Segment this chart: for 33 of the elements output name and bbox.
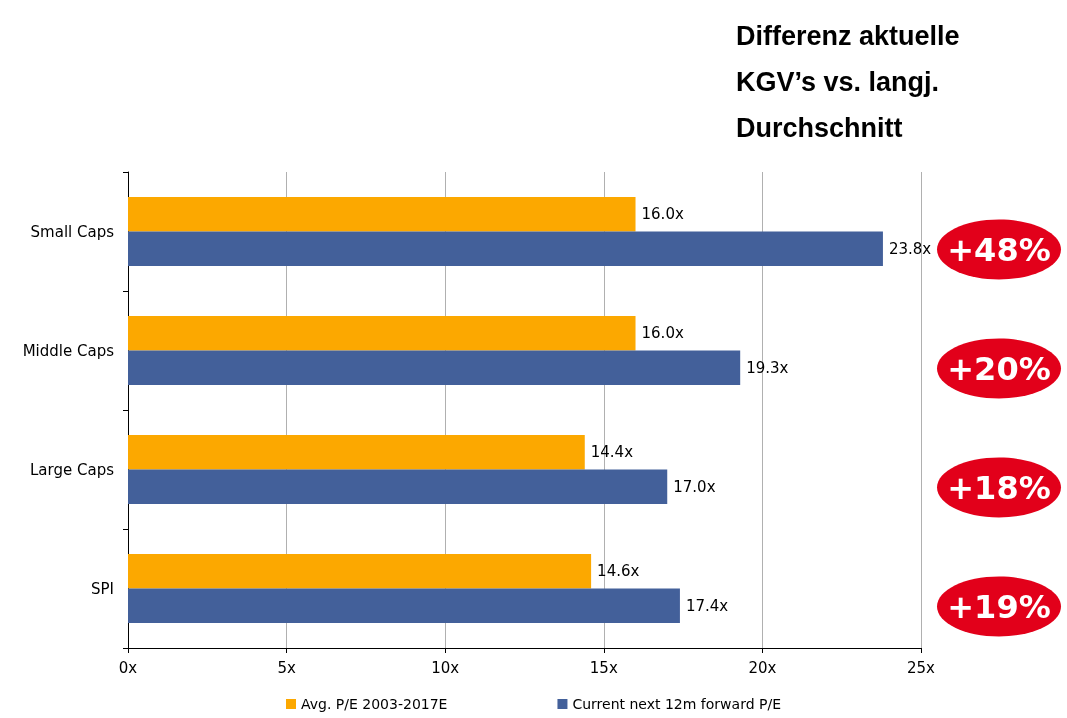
x-tick-label: 5x xyxy=(277,658,296,677)
x-tick-label: 20x xyxy=(748,658,777,677)
data-label: 14.4x xyxy=(590,443,634,462)
legend-label: Current next 12m forward P/E xyxy=(572,696,781,712)
y-tick-label: SPI xyxy=(91,579,114,598)
data-label: 14.6x xyxy=(597,562,640,581)
data-label: 23.8x xyxy=(888,239,932,258)
y-tick-label: Middle Caps xyxy=(22,341,115,360)
x-tick-label: 0x xyxy=(118,658,138,677)
y-tick-label: Large Caps xyxy=(30,460,115,479)
bar xyxy=(128,588,680,624)
data-label: 17.4x xyxy=(685,596,729,615)
data-label: 16.0x xyxy=(641,324,684,343)
bar xyxy=(128,196,636,232)
bar xyxy=(128,434,585,470)
bar xyxy=(128,553,592,589)
y-tick-label: Small Caps xyxy=(30,222,115,241)
legend-label: Avg. P/E 2003-2017E xyxy=(301,696,448,712)
chart-title: Differenz aktuelle KGV’s vs. langj. Durchschnitt xyxy=(736,21,968,143)
x-tick-label: 25x xyxy=(907,658,936,677)
data-label: 19.3x xyxy=(746,358,789,377)
bar xyxy=(128,231,883,267)
x-tick-label: 15x xyxy=(589,658,618,677)
bar xyxy=(128,350,741,386)
text: +19% xyxy=(947,587,1051,626)
text: +48% xyxy=(947,230,1051,269)
data-label: 16.0x xyxy=(641,205,684,224)
text: +18% xyxy=(947,468,1051,507)
bar xyxy=(128,469,668,505)
data-label: 17.0x xyxy=(673,477,716,496)
text: +20% xyxy=(947,349,1051,388)
x-tick-label: 10x xyxy=(431,658,460,677)
bar xyxy=(128,315,636,351)
